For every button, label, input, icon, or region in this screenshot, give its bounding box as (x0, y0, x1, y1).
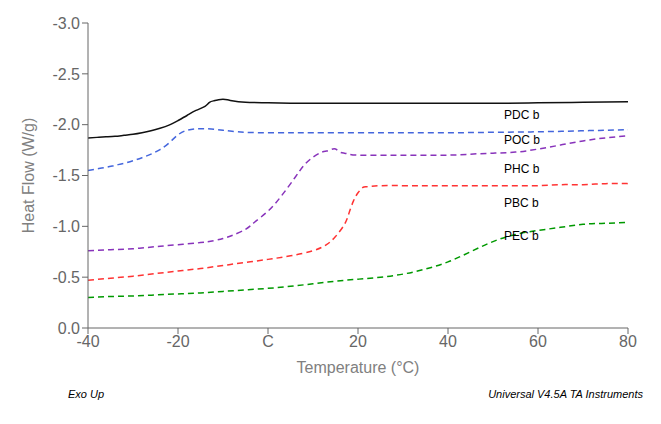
svg-text:60: 60 (529, 333, 547, 350)
svg-text:Temperature (°C): Temperature (°C) (297, 359, 420, 376)
svg-text:PDC b: PDC b (504, 108, 540, 122)
svg-text:-2.5: -2.5 (52, 66, 80, 83)
svg-text:-3.0: -3.0 (52, 15, 80, 32)
svg-text:80: 80 (619, 333, 637, 350)
svg-text:PBC b: PBC b (504, 196, 539, 210)
svg-text:PHC b: PHC b (504, 162, 540, 176)
svg-text:Heat Flow (W/g): Heat Flow (W/g) (20, 118, 37, 234)
svg-text:-1.5: -1.5 (52, 167, 80, 184)
html-text:Universal V4.5A TA Instruments: Universal V4.5A TA Instruments (488, 388, 643, 400)
svg-text:POC b: POC b (504, 133, 540, 147)
svg-text:PEC b: PEC b (504, 229, 539, 243)
svg-text:-40: -40 (76, 333, 100, 351)
svg-text:20: 20 (349, 333, 367, 350)
svg-text:-20: -20 (166, 333, 189, 350)
svg-text:-2.0: -2.0 (52, 116, 80, 133)
svg-text:-0.5: -0.5 (52, 269, 80, 286)
svg-text:C: C (262, 333, 274, 350)
html-text:Exo Up: Exo Up (68, 388, 105, 400)
svg-text:0.0: 0.0 (58, 320, 80, 337)
svg-text:40: 40 (439, 333, 457, 350)
svg-text:-1.0: -1.0 (52, 218, 80, 235)
